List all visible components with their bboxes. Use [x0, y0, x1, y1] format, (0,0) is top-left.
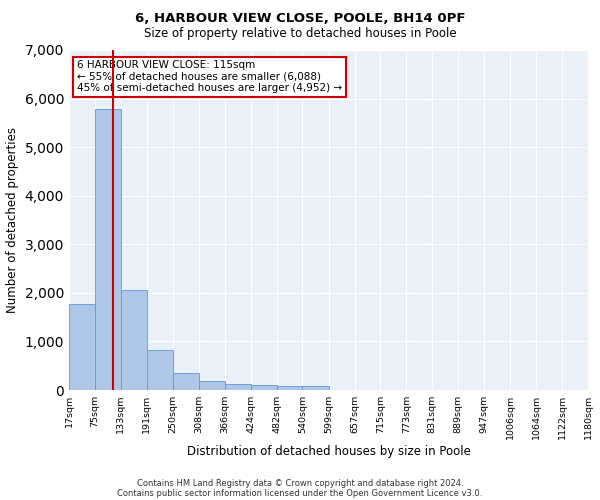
Bar	[121, 290, 146, 390]
Text: Contains public sector information licensed under the Open Government Licence v3: Contains public sector information licen…	[118, 488, 482, 498]
Bar	[95, 110, 121, 390]
X-axis label: Distribution of detached houses by size in Poole: Distribution of detached houses by size …	[187, 444, 470, 458]
Bar	[199, 381, 225, 390]
Bar	[173, 374, 199, 390]
Bar	[225, 384, 251, 390]
Text: 6, HARBOUR VIEW CLOSE, POOLE, BH14 0PF: 6, HARBOUR VIEW CLOSE, POOLE, BH14 0PF	[135, 12, 465, 26]
Bar	[302, 386, 329, 390]
Bar	[146, 350, 173, 390]
Bar	[251, 385, 277, 390]
Bar	[69, 304, 95, 390]
Bar	[277, 386, 302, 390]
Text: Size of property relative to detached houses in Poole: Size of property relative to detached ho…	[143, 28, 457, 40]
Y-axis label: Number of detached properties: Number of detached properties	[6, 127, 19, 313]
Text: Contains HM Land Registry data © Crown copyright and database right 2024.: Contains HM Land Registry data © Crown c…	[137, 478, 463, 488]
Text: 6 HARBOUR VIEW CLOSE: 115sqm
← 55% of detached houses are smaller (6,088)
45% of: 6 HARBOUR VIEW CLOSE: 115sqm ← 55% of de…	[77, 60, 342, 94]
